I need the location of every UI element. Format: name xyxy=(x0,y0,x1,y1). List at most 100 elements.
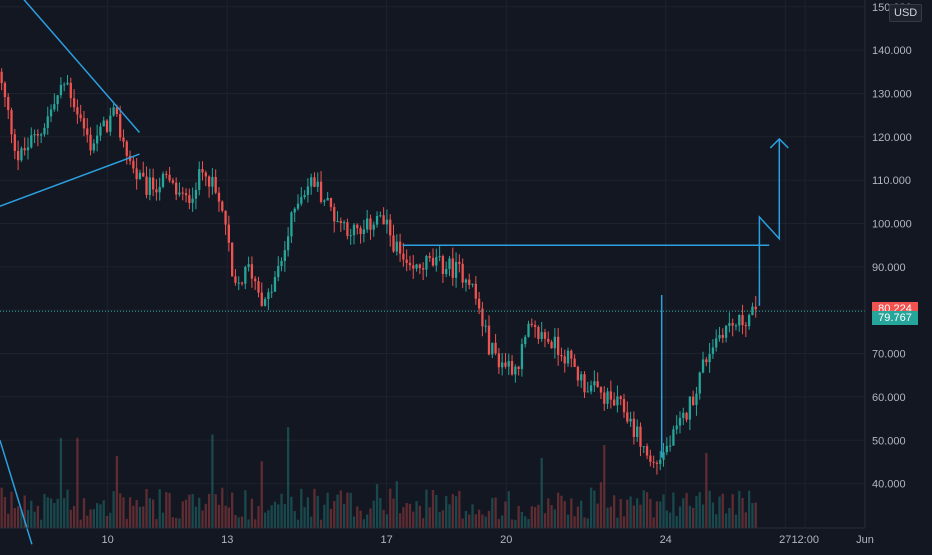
candle-body[interactable] xyxy=(3,83,7,98)
candle-body[interactable] xyxy=(557,336,560,355)
candle-body[interactable] xyxy=(135,168,138,180)
candle-body[interactable] xyxy=(553,336,557,349)
candle-body[interactable] xyxy=(543,332,547,339)
candle-body[interactable] xyxy=(724,325,728,338)
candle-body[interactable] xyxy=(632,418,636,437)
candle-body[interactable] xyxy=(63,84,66,86)
candle-body[interactable] xyxy=(155,189,158,193)
candle-body[interactable] xyxy=(240,282,244,284)
candle-body[interactable] xyxy=(148,177,151,195)
candle-body[interactable] xyxy=(408,262,412,266)
candle-body[interactable] xyxy=(405,259,408,263)
candle-body[interactable] xyxy=(652,461,655,463)
drawing-trendline[interactable] xyxy=(0,153,140,207)
candle-body[interactable] xyxy=(79,114,82,119)
drawing-tools-layer[interactable] xyxy=(0,0,865,545)
candle-body[interactable] xyxy=(359,228,362,234)
candle-body[interactable] xyxy=(356,224,359,229)
candle-body[interactable] xyxy=(698,372,701,394)
candle-body[interactable] xyxy=(339,221,342,223)
candle-body[interactable] xyxy=(692,396,695,405)
candle-body[interactable] xyxy=(428,255,431,258)
candle-body[interactable] xyxy=(16,150,20,161)
candle-body[interactable] xyxy=(82,118,86,129)
candle-body[interactable] xyxy=(622,399,626,413)
candle-body[interactable] xyxy=(56,95,59,105)
candle-body[interactable] xyxy=(105,120,109,132)
candle-body[interactable] xyxy=(682,412,685,418)
candle-body[interactable] xyxy=(418,264,421,269)
candle-body[interactable] xyxy=(583,374,586,393)
candle-body[interactable] xyxy=(286,236,290,251)
candle-body[interactable] xyxy=(191,198,194,203)
candle-body[interactable] xyxy=(346,222,349,236)
candle-body[interactable] xyxy=(573,358,576,367)
candle-body[interactable] xyxy=(435,257,438,266)
candle-body[interactable] xyxy=(40,134,43,136)
candle-body[interactable] xyxy=(36,134,40,136)
candle-body[interactable] xyxy=(395,241,398,252)
candle-body[interactable] xyxy=(89,134,92,151)
candle-body[interactable] xyxy=(263,299,267,306)
candle-body[interactable] xyxy=(741,315,744,326)
candle-body[interactable] xyxy=(659,459,662,464)
candle-body[interactable] xyxy=(53,104,56,110)
candle-body[interactable] xyxy=(250,264,254,279)
candle-body[interactable] xyxy=(221,201,224,211)
candlestick-series[interactable] xyxy=(0,68,757,475)
candle-body[interactable] xyxy=(616,396,619,406)
candle-body[interactable] xyxy=(738,315,741,326)
candle-body[interactable] xyxy=(392,235,395,252)
candle-body[interactable] xyxy=(662,452,665,460)
candle-body[interactable] xyxy=(675,425,678,430)
candle-body[interactable] xyxy=(257,281,260,293)
candle-body[interactable] xyxy=(178,192,181,195)
candle-body[interactable] xyxy=(504,362,507,367)
candle-body[interactable] xyxy=(227,224,231,243)
candle-body[interactable] xyxy=(747,315,751,327)
candle-body[interactable] xyxy=(431,257,435,266)
candle-body[interactable] xyxy=(306,186,310,195)
candle-body[interactable] xyxy=(194,189,198,199)
candle-body[interactable] xyxy=(441,256,445,275)
candle-body[interactable] xyxy=(454,261,458,278)
candle-body[interactable] xyxy=(112,107,115,116)
candle-body[interactable] xyxy=(668,445,672,447)
candle-body[interactable] xyxy=(69,82,72,99)
candle-body[interactable] xyxy=(497,353,501,368)
candle-body[interactable] xyxy=(26,147,30,151)
candle-body[interactable] xyxy=(0,71,3,84)
candle-body[interactable] xyxy=(382,215,385,225)
candle-body[interactable] xyxy=(142,172,145,177)
candle-body[interactable] xyxy=(570,350,573,359)
candle-body[interactable] xyxy=(20,148,23,161)
candle-body[interactable] xyxy=(593,381,596,386)
candle-body[interactable] xyxy=(201,169,204,173)
candle-body[interactable] xyxy=(461,263,464,283)
candle-body[interactable] xyxy=(303,194,306,198)
candle-body[interactable] xyxy=(477,298,481,309)
candle-body[interactable] xyxy=(76,107,79,115)
candle-body[interactable] xyxy=(277,265,280,278)
candle-body[interactable] xyxy=(43,127,46,135)
candle-body[interactable] xyxy=(280,260,283,266)
candle-body[interactable] xyxy=(619,396,622,400)
candle-body[interactable] xyxy=(649,455,652,462)
candle-body[interactable] xyxy=(491,342,494,355)
candle-body[interactable] xyxy=(402,253,405,260)
candle-body[interactable] xyxy=(214,176,217,193)
candle-body[interactable] xyxy=(425,255,428,270)
candle-body[interactable] xyxy=(672,429,675,446)
candle-body[interactable] xyxy=(484,325,487,327)
candle-body[interactable] xyxy=(296,203,300,209)
candle-body[interactable] xyxy=(540,332,543,339)
candle-body[interactable] xyxy=(352,224,356,236)
candle-body[interactable] xyxy=(171,180,175,183)
candle-body[interactable] xyxy=(626,412,629,422)
candle-body[interactable] xyxy=(636,426,639,437)
candle-body[interactable] xyxy=(158,186,161,193)
candle-body[interactable] xyxy=(184,193,188,196)
candle-body[interactable] xyxy=(270,291,273,293)
